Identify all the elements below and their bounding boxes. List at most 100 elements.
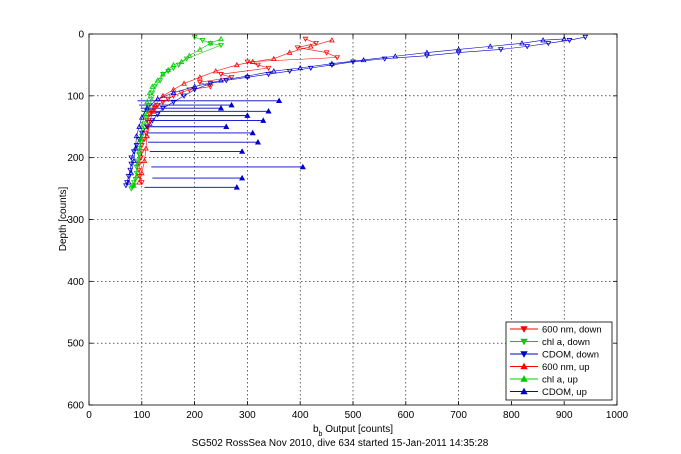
data-markers	[123, 34, 589, 192]
spike-tip-marker	[249, 129, 256, 136]
data-point	[144, 124, 150, 130]
data-point	[144, 105, 150, 111]
data-point	[136, 136, 143, 143]
data-point	[137, 136, 144, 142]
data-point	[160, 99, 166, 106]
data-point	[165, 66, 172, 73]
data-point	[132, 177, 139, 183]
data-point	[149, 118, 156, 124]
data-point	[160, 92, 166, 98]
data-point	[141, 136, 148, 143]
data-point	[524, 44, 531, 50]
data-point	[487, 43, 494, 49]
data-point	[128, 186, 135, 192]
data-point	[424, 49, 430, 55]
spike-lines	[137, 97, 306, 190]
legend-marker	[520, 387, 528, 395]
data-point	[218, 77, 224, 83]
data-point	[519, 40, 525, 46]
data-point	[146, 112, 153, 118]
x-tick-label: 900	[556, 410, 573, 421]
data-point	[136, 179, 143, 185]
data-point	[141, 121, 148, 127]
data-point	[223, 78, 230, 84]
spike-tip-marker	[239, 148, 246, 154]
data-point	[124, 180, 130, 186]
data-point	[170, 89, 177, 95]
data-point	[170, 65, 177, 72]
x-tick-label: 500	[345, 410, 362, 421]
data-point	[170, 99, 177, 106]
data-point	[212, 68, 219, 74]
data-point	[144, 98, 150, 105]
data-point	[455, 50, 462, 56]
data-point	[297, 64, 304, 71]
spike-tip-marker	[217, 104, 225, 111]
x-tick-label: 600	[397, 410, 414, 421]
y-tick-label: 500	[67, 339, 84, 350]
data-point	[143, 145, 149, 151]
data-point	[144, 133, 150, 139]
x-tick-label: 400	[292, 410, 309, 421]
y-tick-label: 200	[67, 153, 84, 164]
data-point	[302, 36, 309, 42]
data-point	[128, 161, 135, 167]
data-point	[294, 45, 301, 51]
data-point	[307, 43, 314, 49]
x-tick-label: 800	[503, 410, 520, 421]
spike-tip-marker	[233, 184, 240, 190]
spike-tip-marker	[223, 123, 230, 130]
data-point	[144, 118, 150, 124]
data-point	[148, 96, 155, 102]
y-tick-label: 100	[67, 91, 84, 102]
data-point	[191, 87, 198, 93]
legend-label: CDOM, down	[542, 350, 599, 361]
data-point	[136, 148, 143, 154]
legend-marker	[520, 351, 528, 358]
x-tick-label: 300	[239, 410, 256, 421]
data-point	[244, 73, 251, 79]
data-point	[183, 56, 190, 62]
figure-caption: SG502 RossSea Nov 2010, dive 634 started…	[192, 438, 489, 449]
data-point	[132, 145, 139, 151]
data-point	[197, 74, 203, 80]
data-point	[233, 61, 240, 68]
y-axis-label: Depth [counts]	[58, 187, 69, 252]
data-point	[191, 83, 198, 89]
data-point	[228, 75, 235, 81]
data-point	[136, 167, 143, 174]
spike-tip-marker	[299, 163, 306, 170]
data-point	[218, 42, 224, 49]
data-point	[497, 47, 504, 53]
spike-tip-marker	[228, 101, 235, 108]
data-point	[133, 133, 140, 139]
x-tick-label: 0	[86, 410, 92, 421]
data-point	[455, 46, 462, 52]
data-point	[125, 179, 132, 185]
data-point	[133, 164, 140, 170]
data-point	[265, 72, 272, 78]
legend-box	[505, 321, 613, 401]
legend-label: chl a, down	[542, 337, 590, 348]
x-tick-label: 200	[186, 410, 203, 421]
data-point	[133, 170, 140, 177]
data-point	[136, 123, 143, 129]
data-point	[131, 157, 137, 163]
data-point	[160, 71, 166, 77]
x-tick-label: 700	[450, 410, 467, 421]
series-600-nm-up	[136, 37, 335, 185]
data-point	[181, 93, 187, 99]
data-point	[149, 83, 156, 89]
data-point	[381, 56, 388, 62]
spike-tip-marker	[260, 117, 267, 123]
spike-tip-marker	[254, 138, 262, 145]
data-point	[146, 89, 153, 95]
data-point	[125, 174, 132, 180]
data-point	[392, 53, 399, 59]
data-point	[170, 86, 177, 92]
data-point	[141, 157, 148, 163]
legend-marker	[520, 362, 528, 370]
x-axis-ticks: 0 100 200 300 400 500 600 700 800 900 1000	[86, 34, 629, 421]
data-point	[144, 109, 150, 115]
